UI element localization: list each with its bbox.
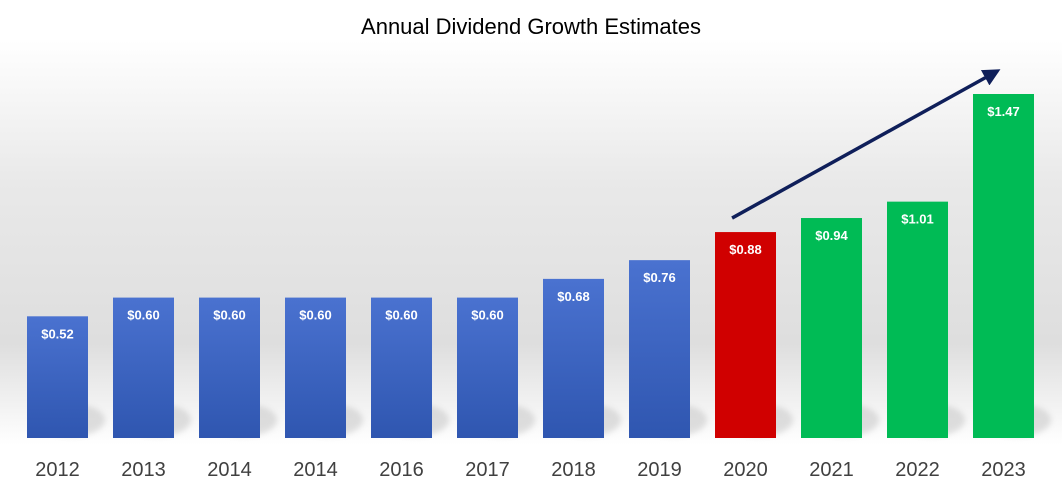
bar-value-label: $0.60 xyxy=(213,308,246,323)
x-tick-label: 2012 xyxy=(35,459,80,481)
x-tick-label: 2023 xyxy=(981,459,1026,481)
bar-value-label: $0.52 xyxy=(41,326,74,341)
chart-title: Annual Dividend Growth Estimates xyxy=(361,14,701,39)
bar-value-label: $0.76 xyxy=(643,270,676,285)
bar-2016-4 xyxy=(371,297,432,438)
x-tick-label: 2016 xyxy=(379,459,424,481)
bar-2014-3 xyxy=(285,297,346,438)
bar-2018-6 xyxy=(543,278,604,438)
plot-background xyxy=(0,40,1062,445)
bar-value-label: $0.60 xyxy=(471,308,504,323)
x-tick-label: 2021 xyxy=(809,459,854,481)
bar-value-label: $1.01 xyxy=(901,212,934,227)
bar-value-label: $0.60 xyxy=(127,308,160,323)
x-tick-label: 2019 xyxy=(637,459,682,481)
trend-arrow xyxy=(731,69,1001,220)
x-tick-label: 2020 xyxy=(723,459,768,481)
x-axis-tick-labels: 2012 2013 2014 2014 2016 2017 2018 2019 2020 2021… xyxy=(35,459,1026,481)
x-tick-label: 2022 xyxy=(895,459,940,481)
bar-value-label: $0.60 xyxy=(299,308,332,323)
bar-2021-9 xyxy=(801,218,862,438)
x-tick-label: 2018 xyxy=(551,459,596,481)
x-tick-label: 2017 xyxy=(465,459,510,481)
bars: $0.52 $0.60 $0.60 $0.60 $0.60 $0.60 $0.68 $0.76… xyxy=(27,94,1052,438)
x-tick-label: 2014 xyxy=(293,459,338,481)
bar-value-label: $0.94 xyxy=(815,228,848,243)
x-tick-label: 2014 xyxy=(207,459,252,481)
bar-2023-11 xyxy=(973,94,1034,438)
bar-value-label: $0.60 xyxy=(385,308,418,323)
bar-2019-7 xyxy=(629,260,690,438)
bar-value-label: $1.47 xyxy=(987,104,1020,119)
bar-2022-10 xyxy=(887,201,948,438)
x-tick-label: 2013 xyxy=(121,459,166,481)
bar-2012-0 xyxy=(27,316,88,438)
bar-2013-1 xyxy=(113,297,174,438)
bar-value-label: $0.68 xyxy=(557,289,590,304)
bar-2020-8 xyxy=(715,232,776,438)
bar-2014-2 xyxy=(199,297,260,438)
bar-value-label: $0.88 xyxy=(729,242,762,257)
bar-2017-5 xyxy=(457,297,518,438)
